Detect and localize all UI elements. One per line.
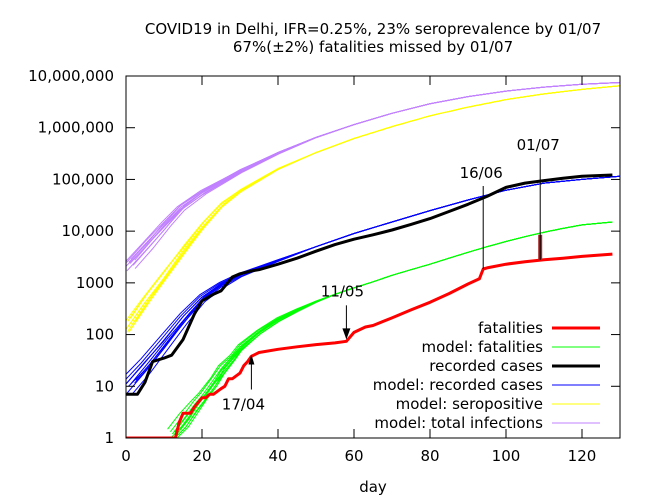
- arrow-head-icon: [342, 328, 351, 340]
- series-line-model-recorded-cases: [126, 175, 620, 380]
- y-tick-label: 1: [104, 429, 114, 447]
- series-line-model-total-infections: [126, 82, 620, 267]
- legend-label: model: recorded cases: [373, 376, 543, 394]
- x-tick-label: 120: [568, 447, 597, 465]
- series-line-model-seropositive: [135, 85, 620, 322]
- series-line-fatalities: [126, 252, 613, 438]
- y-tick-label: 100: [85, 326, 114, 344]
- legend-item: recorded cases: [429, 357, 600, 375]
- legend-item: model: seropositive: [396, 395, 600, 413]
- y-tick-label: 1,000,000: [38, 119, 114, 137]
- series-line-model-recorded-cases: [131, 175, 620, 395]
- x-axis-label: day: [359, 478, 387, 496]
- series-recorded-cases: [126, 173, 613, 396]
- y-tick-label: 10: [95, 377, 114, 395]
- series-line-model-total-infections: [129, 82, 620, 264]
- annotation-layer: 17/04 11/05 16/06 01/07: [222, 136, 560, 414]
- annotation-label: 11/05: [321, 282, 364, 300]
- y-tick-label: 10,000: [62, 222, 115, 240]
- chart-title: COVID19 in Delhi, IFR=0.25%, 23% seropre…: [145, 20, 601, 38]
- series-line-model-seropositive: [127, 85, 620, 322]
- legend-label: fatalities: [478, 319, 543, 337]
- series-model-fatalities: [167, 221, 613, 438]
- x-tick-label: 0: [121, 447, 131, 465]
- series-line-model-recorded-cases: [126, 175, 620, 385]
- legend-item: model: fatalities: [421, 338, 600, 356]
- plot-frame: [125, 75, 621, 439]
- series-line-model-total-infections: [132, 82, 620, 266]
- series-line-model-fatalities: [178, 221, 613, 431]
- series-line-model-seropositive: [130, 85, 620, 319]
- y-tick-label: 10,000,000: [28, 67, 114, 85]
- x-tick-label: 20: [192, 447, 211, 465]
- series-line-model-total-infections: [126, 82, 620, 272]
- legend-item: model: total infections: [374, 414, 600, 432]
- series-fatalities: [126, 252, 613, 438]
- series-model-seropositive: [126, 85, 620, 333]
- series-line-model-recorded-cases: [134, 175, 620, 384]
- x-tick-label: 80: [420, 447, 439, 465]
- series-line-model-total-infections: [126, 82, 620, 262]
- series-model-recorded-cases: [126, 175, 620, 395]
- series-layer: [126, 82, 620, 438]
- x-tick-label: 100: [492, 447, 521, 465]
- series-line-model-recorded-cases: [135, 175, 620, 381]
- annotation-11-05: 11/05: [321, 282, 364, 340]
- annotation-17-04: 17/04: [222, 354, 265, 414]
- series-line-model-recorded-cases: [126, 175, 620, 395]
- series-line-model-total-infections: [134, 82, 620, 269]
- series-line-model-seropositive: [126, 85, 620, 333]
- series-line-model-recorded-cases: [126, 175, 620, 385]
- annotation-label: 16/06: [460, 164, 503, 182]
- legend-label: model: total infections: [374, 414, 543, 432]
- legend-item: fatalities: [478, 319, 600, 337]
- x-tick-label: 40: [268, 447, 287, 465]
- annotation-label: 01/07: [517, 136, 560, 154]
- series-line-model-seropositive: [126, 85, 620, 331]
- axis-layer: 0 20 40 60 80 100 120110100100010,000100,0001,…: [28, 67, 620, 465]
- chart-subtitle: 67%(±2%) fatalities missed by 01/07: [233, 38, 513, 56]
- legend-item: model: recorded cases: [373, 376, 600, 394]
- legend-label: model: fatalities: [421, 338, 543, 356]
- x-tick-label: 60: [344, 447, 363, 465]
- legend-label: recorded cases: [429, 357, 543, 375]
- y-tick-label: 100,000: [52, 170, 114, 188]
- series-line-model-seropositive: [131, 85, 620, 326]
- arrow-head-icon: [248, 354, 255, 365]
- series-line-model-recorded-cases: [126, 175, 620, 375]
- series-line-model-seropositive: [126, 85, 620, 322]
- annotation-01-07: 01/07: [517, 136, 560, 260]
- series-line-recorded-cases: [126, 173, 613, 396]
- series-model-total-infections: [126, 82, 620, 272]
- series-line-model-seropositive: [127, 85, 620, 328]
- legend-label: model: seropositive: [396, 395, 543, 413]
- annotation-16-06: 16/06: [460, 164, 503, 270]
- annotation-label: 17/04: [222, 396, 265, 414]
- y-tick-label: 1000: [76, 274, 114, 292]
- series-line-model-recorded-cases: [130, 175, 620, 385]
- series-line-model-seropositive: [135, 85, 620, 322]
